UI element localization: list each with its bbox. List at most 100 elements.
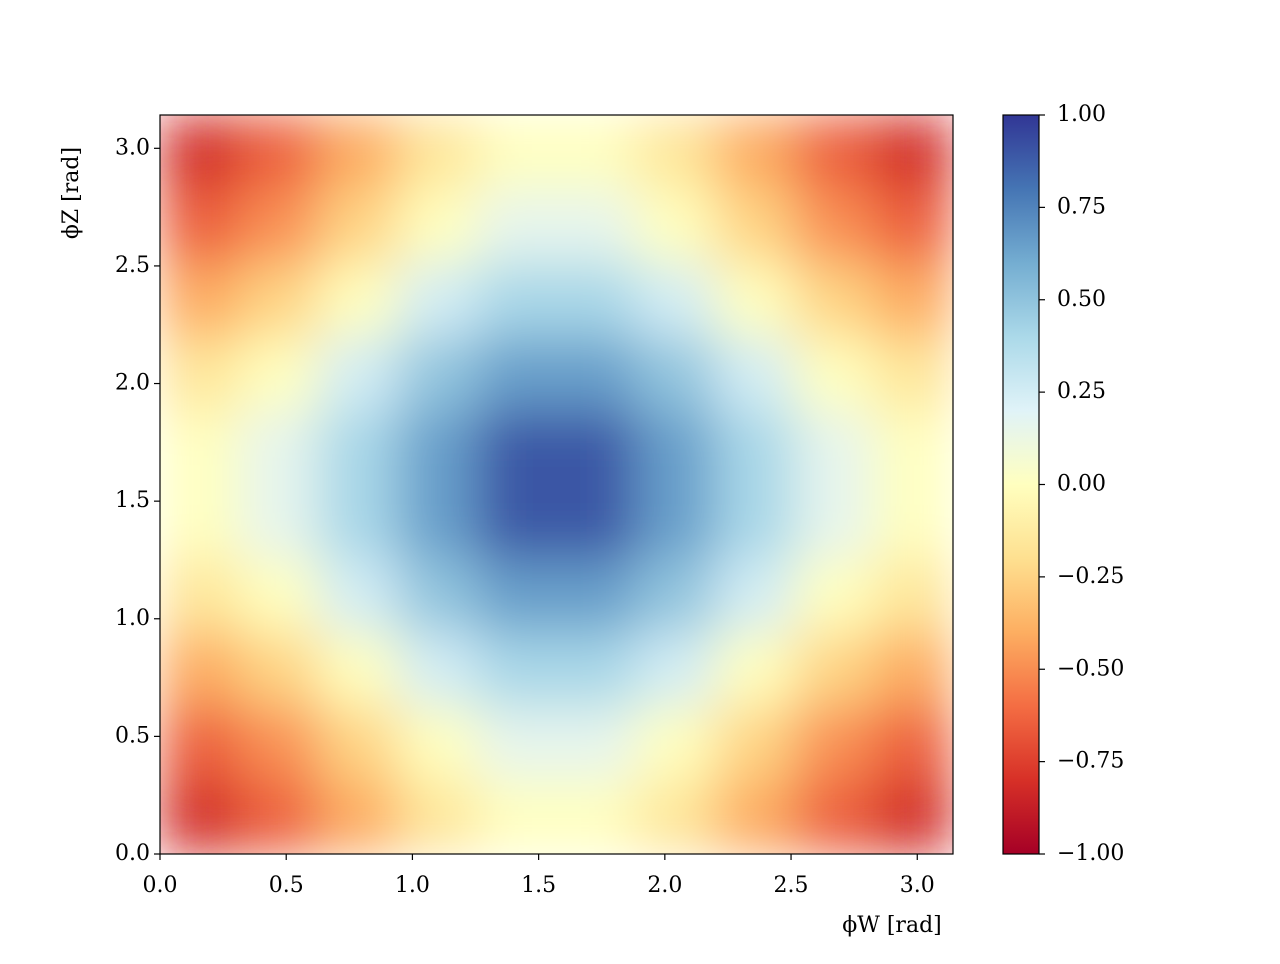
x-tick-label: 2.0 (647, 873, 682, 898)
heat-cell (635, 632, 716, 707)
heat-cell (873, 262, 953, 338)
x-tick-label: 0.0 (143, 873, 178, 898)
heat-cell (239, 484, 320, 559)
heat-cell (318, 115, 399, 190)
x-tick-label: 0.5 (269, 873, 304, 898)
colorbar-tick-label: −1.00 (1057, 841, 1124, 866)
heat-cell (160, 262, 240, 338)
heat-cell (397, 115, 478, 190)
heat-cell (318, 558, 399, 633)
heat-cell (397, 706, 478, 781)
heat-cell (715, 558, 795, 633)
heat-cell (397, 410, 478, 485)
heat-cell (635, 336, 716, 412)
heat-cell (794, 115, 875, 190)
heat-cell (318, 706, 399, 781)
heat-cell (873, 410, 953, 485)
heat-cell (556, 410, 637, 485)
heat-cell (556, 780, 637, 854)
heat-cell (160, 188, 240, 264)
y-tick-label: 2.5 (115, 253, 150, 278)
heat-cell (873, 336, 953, 412)
heat-cell (477, 484, 557, 559)
heat-cell (239, 188, 320, 264)
heat-cell (397, 558, 478, 633)
heat-cell (715, 632, 795, 707)
colorbar (1002, 114, 1040, 855)
heat-cell (239, 706, 320, 781)
heat-cell (239, 115, 320, 190)
heat-cell (715, 115, 795, 190)
heat-cell (635, 706, 716, 781)
heat-cell (318, 484, 399, 559)
heat-cell (477, 558, 557, 633)
heat-cell (873, 115, 953, 190)
heat-cell (477, 632, 557, 707)
y-tick-label: 3.0 (115, 135, 150, 160)
heat-cell (397, 484, 478, 559)
colorbar-tick-label: 0.75 (1057, 194, 1106, 219)
x-tick-label: 3.0 (900, 873, 935, 898)
heat-cell (556, 188, 637, 264)
heat-cell (160, 115, 240, 190)
colorbar-tick-label: −0.50 (1057, 656, 1124, 681)
heat-cell (239, 632, 320, 707)
heat-cell (873, 484, 953, 559)
heat-cell (239, 410, 320, 485)
colorbar-tick-label: −0.25 (1057, 564, 1124, 589)
heat-cell (556, 484, 637, 559)
heat-cell (794, 780, 875, 854)
heat-cell (318, 336, 399, 412)
heat-cell (715, 780, 795, 854)
heat-cell (873, 706, 953, 781)
heat-cell (635, 410, 716, 485)
heat-cell (239, 262, 320, 338)
heat-cell (318, 632, 399, 707)
heat-cell (635, 262, 716, 338)
y-tick-label: 1.5 (115, 488, 150, 513)
heat-cell (635, 484, 716, 559)
heat-cell (477, 706, 557, 781)
x-tick-label: 1.5 (521, 873, 556, 898)
heat-cell (556, 558, 637, 633)
heat-cell (318, 188, 399, 264)
heat-cell (397, 262, 478, 338)
y-tick-label: 0.0 (115, 841, 150, 866)
heat-cell (477, 780, 557, 854)
heat-cell (794, 410, 875, 485)
heat-cell (794, 262, 875, 338)
heat-cell (873, 632, 953, 707)
heat-cell (477, 336, 557, 412)
heat-cell (794, 706, 875, 781)
colorbar-tick-label: −0.75 (1057, 749, 1124, 774)
heat-cell (318, 780, 399, 854)
heat-cell (715, 410, 795, 485)
heat-cell (160, 780, 240, 854)
heat-cell (635, 115, 716, 190)
heat-cell (715, 484, 795, 559)
heat-cell (239, 558, 320, 633)
colorbar-tick-label: 0.00 (1057, 472, 1106, 497)
heat-cell (160, 410, 240, 485)
heat-cell (794, 336, 875, 412)
x-tick-label: 2.5 (774, 873, 809, 898)
colorbar-tick-label: 1.00 (1057, 102, 1106, 127)
heatmap (160, 115, 953, 854)
heat-cell (477, 410, 557, 485)
heat-cell (635, 780, 716, 854)
heat-cell (239, 336, 320, 412)
heat-cell (556, 632, 637, 707)
plot-frame (159, 114, 954, 855)
heat-cell (715, 262, 795, 338)
heat-cell (635, 188, 716, 264)
heat-cell (556, 706, 637, 781)
y-tick-label: 0.5 (115, 723, 150, 748)
heat-cell (794, 632, 875, 707)
x-tick-label: 1.0 (395, 873, 430, 898)
heat-cell (160, 558, 240, 633)
heat-cell (397, 780, 478, 854)
heat-cell (477, 262, 557, 338)
heat-cell (635, 558, 716, 633)
heat-cell (715, 706, 795, 781)
heat-cell (239, 780, 320, 854)
